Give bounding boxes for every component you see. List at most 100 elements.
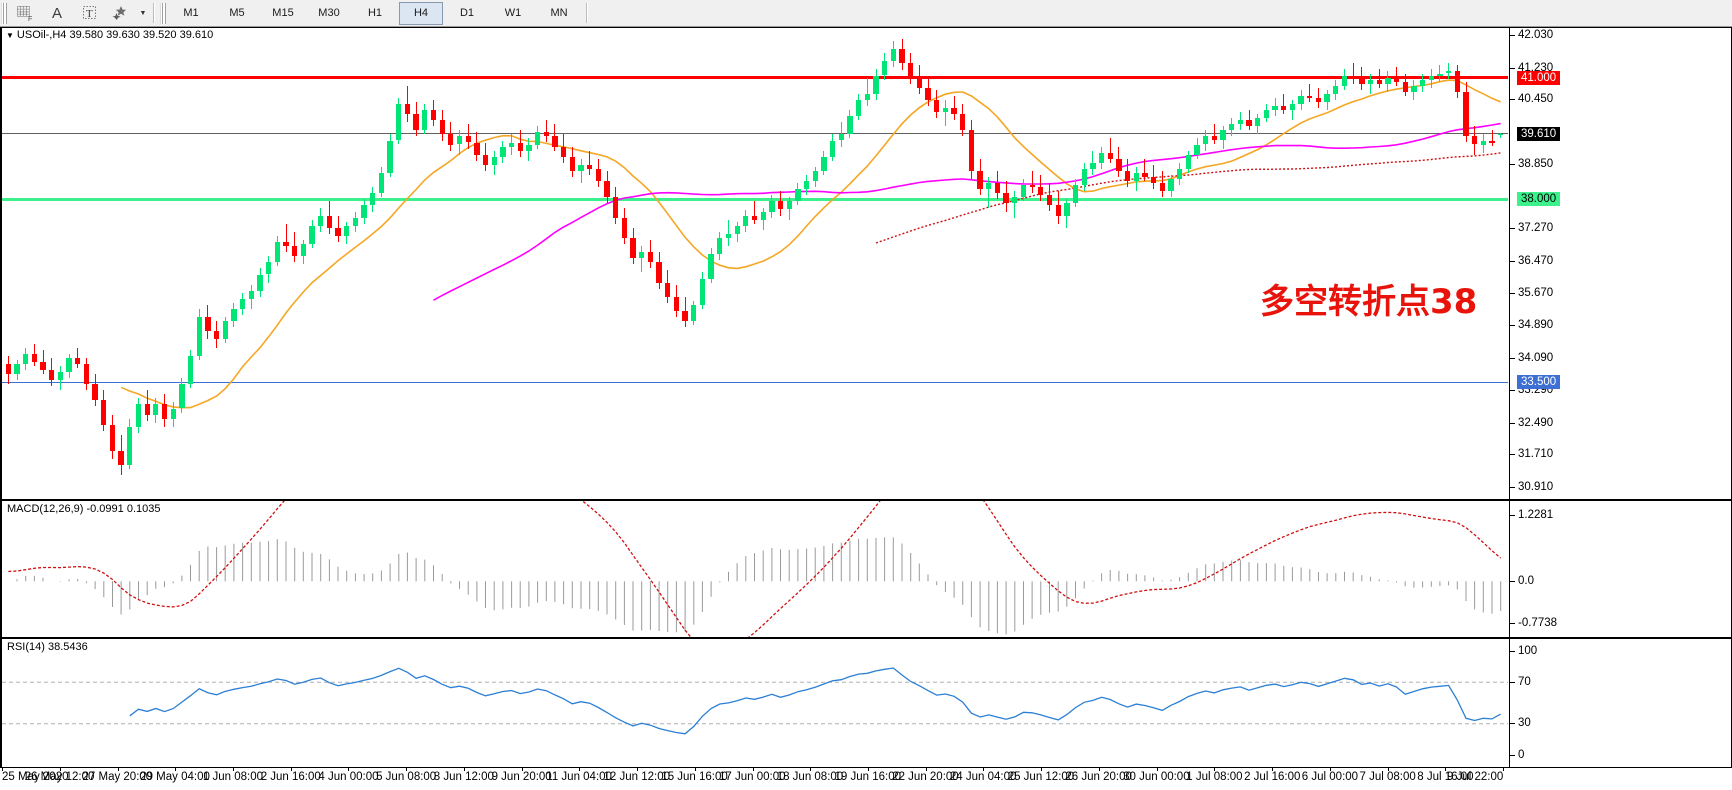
- candle-body: [1133, 173, 1139, 182]
- resistance-line[interactable]: [2, 76, 1508, 80]
- candle-body: [361, 205, 367, 218]
- lower-support-price-tag[interactable]: 33.500: [1517, 375, 1561, 390]
- last-price-tag[interactable]: 39.610: [1517, 126, 1561, 141]
- candle-wick: [840, 122, 842, 147]
- timeframe-h4[interactable]: H4: [399, 1, 443, 25]
- time-axis-label: 2 Jul 16:00: [1244, 771, 1301, 783]
- candle-body: [1315, 97, 1322, 102]
- candle-body: [1367, 79, 1374, 84]
- macd-panel[interactable]: MACD(12,26,9) -0.0991 0.1035 1.2281 0.0 -0…: [0, 500, 1732, 638]
- candle-wick: [1283, 93, 1285, 115]
- macd-tick: -0.7738: [1510, 617, 1557, 630]
- candle-body: [213, 331, 220, 340]
- timeframe-m1[interactable]: M1: [183, 7, 199, 19]
- candle-wick: [1352, 63, 1354, 84]
- rsi-tick: 70: [1510, 676, 1531, 689]
- blue-support-line[interactable]: [2, 381, 1508, 383]
- candle-body: [231, 309, 237, 322]
- candle-body: [621, 217, 628, 238]
- candle-wick: [1396, 67, 1397, 86]
- timeframe-w1[interactable]: W1: [504, 7, 522, 19]
- candle-body: [109, 424, 116, 452]
- price-scale[interactable]: 42.030 41.230 40.450 38.850 37.270 36.470 35.6…: [1509, 28, 1731, 499]
- candle-body: [239, 298, 246, 309]
- time-tick: [1329, 768, 1331, 771]
- timeframe-d1[interactable]: D1: [459, 7, 475, 19]
- candle-body: [292, 246, 298, 257]
- candle-body: [1298, 95, 1304, 104]
- timeframe-h1[interactable]: H1: [367, 7, 383, 19]
- candle-body: [847, 116, 853, 135]
- time-axis-label: 12 Jun 12:00: [603, 771, 671, 783]
- candle-body: [318, 215, 324, 226]
- price-plot[interactable]: 多空转折点38: [2, 28, 1508, 499]
- resistance-price-tag[interactable]: 41.000: [1517, 70, 1561, 85]
- candle-body: [1471, 136, 1478, 145]
- timeframe-m30[interactable]: M30: [318, 7, 340, 19]
- symbol-dropdown-icon[interactable]: ▼: [6, 31, 14, 40]
- candle-body: [23, 353, 29, 364]
- text-label-icon[interactable]: A: [42, 1, 72, 26]
- time-tick: [983, 768, 985, 771]
- candle-body: [986, 183, 992, 190]
- candle-body: [1142, 173, 1148, 178]
- macd-tick: 0.0: [1510, 575, 1534, 588]
- macd-scale[interactable]: 1.2281 0.0 -0.7738: [1509, 501, 1731, 637]
- toolbar-drag-handle[interactable]: [1, 2, 7, 24]
- time-axis-label: 18 Jun 08:00: [776, 771, 844, 783]
- text-box-icon[interactable]: T: [74, 1, 104, 26]
- candle-body: [1012, 197, 1018, 204]
- candle-body: [882, 61, 888, 76]
- candle-body: [1411, 85, 1417, 92]
- rsi-label: RSI(14) 38.5436: [7, 641, 91, 653]
- candle-body: [1307, 95, 1313, 98]
- candle-body: [118, 451, 124, 466]
- price-panel[interactable]: ▼ USOil-,H4 39.580 39.630 39.520 39.610 多…: [0, 27, 1732, 500]
- candle-body: [552, 136, 558, 147]
- shapes-icon[interactable]: [106, 1, 136, 26]
- candle-body: [604, 181, 610, 198]
- macd-plot[interactable]: [2, 501, 1508, 637]
- timeframe-m5[interactable]: M5: [229, 7, 245, 19]
- candle-body: [92, 384, 98, 401]
- candle-body: [1237, 120, 1244, 125]
- timeframe-mn[interactable]: MN: [550, 7, 568, 19]
- candle-body: [75, 357, 81, 364]
- candle-body: [335, 227, 341, 236]
- time-axis-label: 25 Jun 12:00: [1007, 771, 1075, 783]
- current-price-line[interactable]: [2, 133, 1508, 135]
- symbol-info-bar[interactable]: ▼ USOil-,H4 39.580 39.630 39.520 39.610: [6, 29, 217, 41]
- time-axis-label: 17 Jun 00:00: [719, 771, 786, 783]
- candle-body: [1159, 183, 1165, 192]
- candle-body: [248, 290, 254, 299]
- candle-body: [803, 181, 810, 190]
- time-tick: [406, 768, 408, 771]
- candle-body: [170, 408, 176, 419]
- candle-body: [1081, 168, 1087, 186]
- candle-body: [786, 201, 792, 210]
- candle-body: [422, 110, 428, 131]
- crosshair-icon[interactable]: F: [10, 1, 40, 26]
- time-axis[interactable]: 25 May 2020 26 May 12:00 27 May 20:00 29 Ma…: [0, 768, 1732, 790]
- chevron-down-icon[interactable]: ▼: [139, 9, 147, 17]
- candle-body: [890, 49, 896, 62]
- rsi-plot[interactable]: [2, 639, 1508, 767]
- support-price-tag[interactable]: 38.000: [1517, 192, 1561, 207]
- candle-body: [699, 278, 706, 305]
- timeframe-m15[interactable]: M15: [272, 7, 294, 19]
- candle-wick: [944, 99, 946, 127]
- time-axis-label: 6 Jul 00:00: [1301, 771, 1359, 783]
- time-tick: [521, 768, 523, 771]
- candle-body: [543, 132, 549, 137]
- timeframe-drag-handle[interactable]: [160, 2, 166, 24]
- candle-body: [378, 173, 385, 194]
- rsi-panel[interactable]: RSI(14) 38.5436 100 70 30 0: [0, 638, 1732, 768]
- candle-body: [101, 400, 107, 425]
- time-axis-label: 24 Jun 04:00: [949, 771, 1017, 783]
- candle-body: [1246, 120, 1252, 127]
- rsi-scale[interactable]: 100 70 30 0: [1509, 639, 1731, 767]
- candle-body: [344, 225, 350, 236]
- candle-wick: [1014, 191, 1016, 218]
- macd-label: MACD(12,26,9) -0.0991 0.1035: [7, 503, 164, 515]
- support-line[interactable]: [2, 197, 1508, 201]
